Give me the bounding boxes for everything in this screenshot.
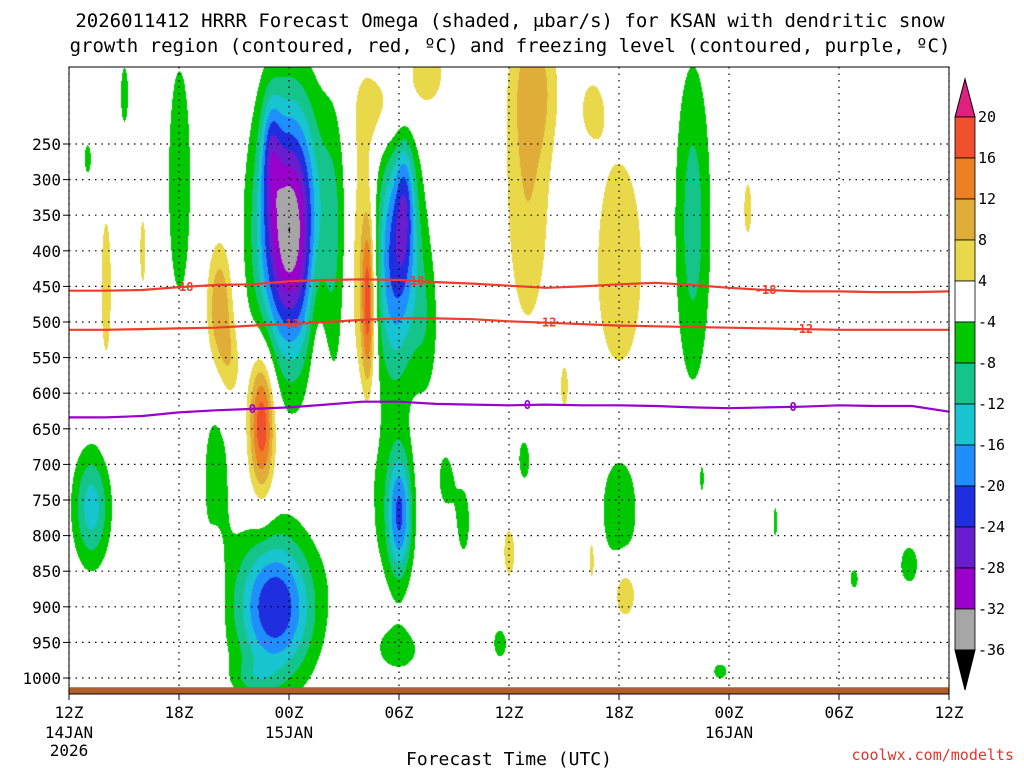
dgz-isotherm-1-label-2: -12 — [791, 322, 813, 336]
colorbar-band — [954, 362, 976, 405]
x-tick-date: 14JAN — [45, 723, 93, 742]
colorbar-band — [954, 280, 976, 323]
y-tick-label: 700 — [32, 455, 61, 474]
colorbar-band — [954, 567, 976, 610]
colorbar-label: -12 — [978, 395, 1005, 413]
colorbar-label: 4 — [978, 272, 987, 290]
colorbar-band — [954, 608, 976, 651]
colorbar-band — [954, 526, 976, 569]
colorbar-label: -28 — [978, 559, 1005, 577]
colorbar-label: 8 — [978, 231, 987, 249]
y-tick-label: 950 — [32, 633, 61, 652]
y-tick-label: 300 — [32, 171, 61, 190]
y-tick-label: 550 — [32, 349, 61, 368]
colorbar-band — [954, 403, 976, 446]
x-tick-date: 15JAN — [265, 723, 313, 742]
pressure-axis: 250 300 350 400 450 500 550 600 650 700 750 800 850 9… — [22, 135, 69, 688]
x-tick-label: 18Z — [165, 703, 194, 722]
x-tick-label: 12Z — [55, 703, 84, 722]
dgz-isotherm-1 — [69, 317, 949, 331]
dgz-isotherm-1-label-0: -12 — [278, 317, 300, 331]
x-tick-year: 2026 — [50, 741, 89, 760]
colorbar-label: 20 — [978, 108, 996, 126]
y-tick-label: 250 — [32, 135, 61, 154]
x-tick-label: 12Z — [495, 703, 524, 722]
x-axis-label: Forecast Time (UTC) — [406, 749, 612, 768]
colorbar-band — [954, 239, 976, 282]
y-tick-label: 750 — [32, 491, 61, 510]
colorbar-band — [954, 157, 976, 200]
colorbar-band — [954, 116, 976, 159]
terrain-layer — [69, 687, 949, 694]
colorbar-top-arrow — [954, 77, 976, 118]
dgz-isotherm-0-label-2: -18 — [755, 283, 777, 297]
chart-title-line2: growth region (contoured, red, ºC) and f… — [70, 35, 951, 57]
colorbar: 20 16 12 8 4 -4 -8 -12 -16 -20 -24 -28 -32 -36 — [954, 77, 1005, 691]
x-tick-label: 06Z — [825, 703, 854, 722]
colorbar-label: 16 — [978, 149, 996, 167]
x-tick-date: 16JAN — [705, 723, 753, 742]
chart-title-line1: 2026011412 HRRR Forecast Omega (shaded, … — [75, 10, 945, 32]
colorbar-bottom-arrow — [954, 649, 976, 691]
y-tick-label: 1000 — [22, 669, 61, 688]
colorbar-label: -16 — [978, 436, 1005, 454]
y-tick-label: 900 — [32, 598, 61, 617]
x-tick-label: 18Z — [605, 703, 634, 722]
colorbar-label: -8 — [978, 354, 996, 372]
dgz-isotherm-0-label-1: -18 — [403, 274, 425, 288]
colorbar-label: -20 — [978, 477, 1005, 495]
colorbar-band — [954, 321, 976, 364]
y-tick-label: 850 — [32, 562, 61, 581]
dgz-isotherm-0 — [69, 278, 950, 294]
freezing-level-contour — [69, 400, 950, 419]
x-tick-label: 12Z — [935, 703, 964, 722]
colorbar-label: -36 — [978, 641, 1005, 659]
colorbar-band — [954, 198, 976, 241]
y-tick-label: 650 — [32, 420, 61, 439]
y-tick-label: 400 — [32, 242, 61, 261]
colorbar-label: -4 — [978, 313, 996, 331]
colorbar-label: -32 — [978, 600, 1005, 618]
x-tick-label: 00Z — [715, 703, 744, 722]
x-tick-label: 00Z — [275, 703, 304, 722]
terrain-ground — [69, 687, 949, 694]
colorbar-band — [954, 485, 976, 528]
y-tick-label: 450 — [32, 277, 61, 296]
credit-text: coolwx.com/modelts — [851, 746, 1014, 764]
y-tick-label: 800 — [32, 527, 61, 546]
colorbar-label: 12 — [978, 190, 996, 208]
freezing-level-contour-label-2: 0 — [790, 400, 797, 414]
y-tick-label: 500 — [32, 313, 61, 332]
dgz-isotherm-0-label-0: -18 — [172, 280, 194, 294]
y-tick-label: 350 — [32, 206, 61, 225]
x-tick-label: 06Z — [385, 703, 414, 722]
colorbar-label: -24 — [978, 518, 1005, 536]
freezing-level-contour-label-0: 0 — [249, 402, 256, 416]
y-tick-label: 600 — [32, 384, 61, 403]
dgz-isotherm-1-label-1: -12 — [535, 316, 557, 330]
contour-lines: -18 -18 -18 -12 -12 -12 0 0 0 — [69, 274, 950, 419]
colorbar-band — [954, 444, 976, 487]
freezing-level-contour-label-1: 0 — [524, 398, 531, 412]
